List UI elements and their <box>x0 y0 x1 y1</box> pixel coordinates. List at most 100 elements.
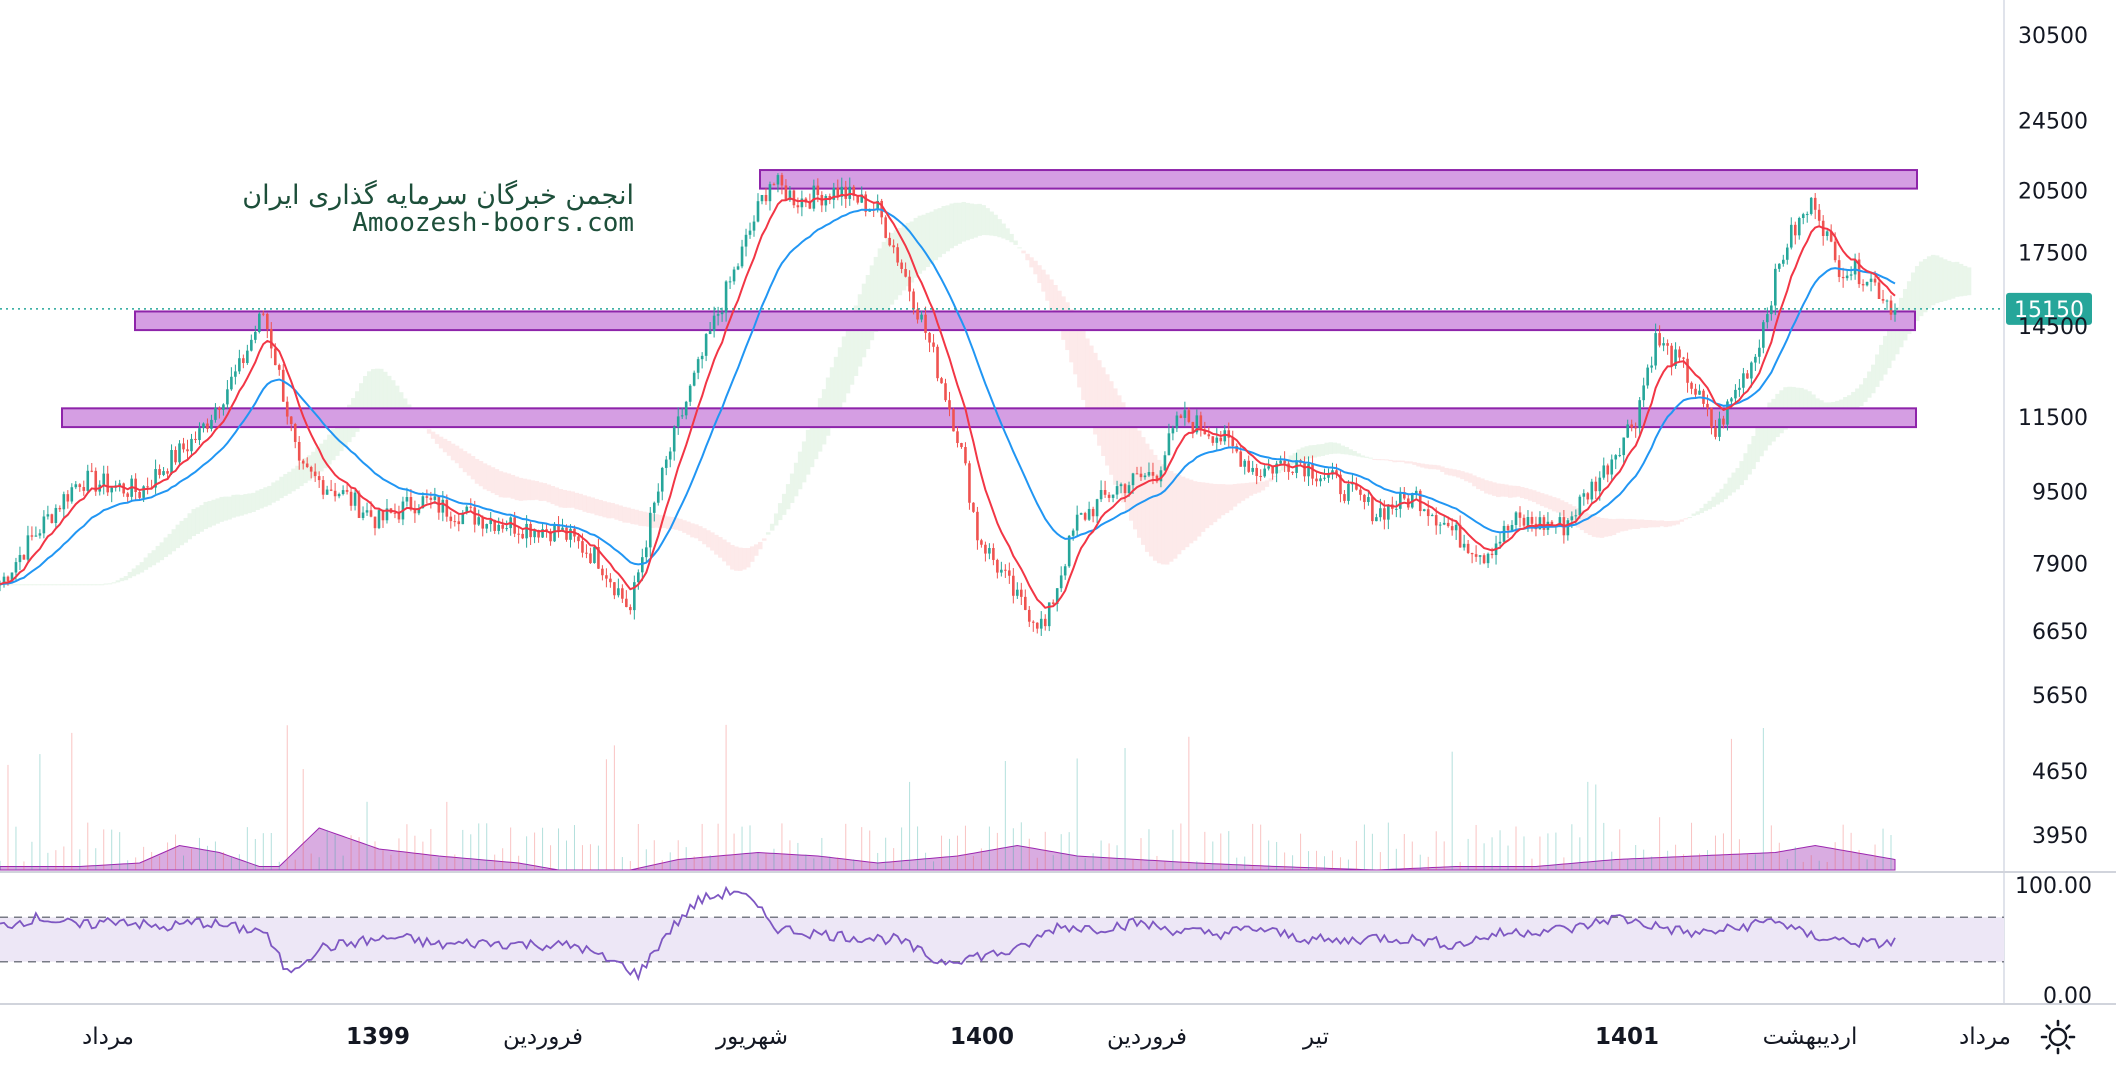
candle-body <box>744 234 748 247</box>
rsi-tick-label: 100.00 <box>2015 874 2092 899</box>
candle-body <box>1287 463 1290 472</box>
cloud-segment <box>187 513 192 540</box>
candle-body <box>1566 520 1570 536</box>
candle-body <box>1526 517 1530 526</box>
cloud-segment <box>1508 485 1513 498</box>
cloud-segment <box>235 494 240 517</box>
cloud-segment <box>718 537 723 558</box>
cloud-segment <box>526 479 532 501</box>
cloud-segment <box>1129 416 1134 521</box>
cloud-segment <box>1695 511 1701 515</box>
cloud-segment <box>1316 444 1322 457</box>
cloud-segment <box>1615 518 1621 533</box>
candle-body <box>1694 388 1697 395</box>
cloud-segment <box>1300 447 1306 461</box>
cloud-segment <box>1140 437 1146 545</box>
candle-body <box>22 554 26 560</box>
cloud-segment <box>630 508 635 525</box>
cloud-segment <box>151 550 157 566</box>
candle-body <box>533 530 536 538</box>
candle-body <box>321 480 325 495</box>
candle-body <box>1111 494 1115 498</box>
candle-body <box>1179 415 1183 418</box>
settings-button[interactable] <box>2036 1015 2080 1059</box>
cloud-segment <box>1324 442 1329 455</box>
cloud-segment <box>386 375 392 409</box>
cloud-segment <box>1867 371 1872 398</box>
candle-body <box>1514 512 1518 526</box>
candle-body <box>1470 552 1474 555</box>
cloud-segment <box>845 325 851 394</box>
cloud-segment <box>666 516 671 530</box>
cloud-segment <box>1152 454 1158 561</box>
candle-body <box>1143 475 1147 478</box>
cloud-segment <box>1344 446 1349 455</box>
cloud-segment <box>171 529 177 552</box>
candle-body <box>1754 356 1757 363</box>
cloud-segment <box>1488 481 1493 495</box>
time-label: 1400 <box>950 1024 1014 1050</box>
cloud-segment <box>594 498 599 516</box>
price-tick-label: 9500 <box>2032 481 2088 506</box>
candle-body <box>1000 569 1003 573</box>
candle-body <box>1861 284 1865 286</box>
cloud-segment <box>79 584 85 586</box>
cloud-segment <box>1703 503 1708 511</box>
cloud-segment <box>1156 459 1162 564</box>
cloud-segment <box>897 227 903 296</box>
candle-body <box>1367 497 1370 503</box>
candle-body <box>26 535 30 560</box>
candle-body <box>1004 569 1007 571</box>
candle-body <box>1399 491 1402 509</box>
cloud-segment <box>1763 409 1768 451</box>
candle-body <box>912 291 915 310</box>
candle-body <box>704 334 708 356</box>
candle-body <box>1813 197 1817 210</box>
candle-body <box>1458 524 1462 548</box>
candle-body <box>972 502 975 512</box>
candle-body <box>1355 483 1358 490</box>
candle-body <box>736 266 740 270</box>
candle-body <box>932 342 935 347</box>
cloud-segment <box>1543 494 1549 508</box>
cloud-segment <box>303 458 308 484</box>
cloud-segment <box>1416 462 1421 467</box>
cloud-segment <box>1791 386 1796 426</box>
candle-body <box>1347 483 1350 501</box>
candle-body <box>457 521 461 525</box>
price-tick-label: 11500 <box>2018 406 2088 431</box>
candle-body <box>621 588 624 599</box>
cloud-segment <box>1619 518 1625 532</box>
candle-body <box>118 483 121 486</box>
watermark-site: Amoozesh-boors.com <box>352 208 634 238</box>
candle-body <box>1167 433 1171 456</box>
cloud-segment <box>231 494 236 518</box>
candle-body <box>1183 410 1187 418</box>
cloud-segment <box>618 505 623 522</box>
cloud-segment <box>402 398 408 415</box>
cloud-segment <box>379 368 384 409</box>
candle-body <box>760 194 764 202</box>
candle-body <box>309 467 313 472</box>
cloud-segment <box>702 528 707 545</box>
price-axis[interactable]: 30500 24500 20500 17500 14500 11500 9500 7900 66… <box>2018 24 2088 849</box>
candle-body <box>1426 509 1430 517</box>
cloud-segment <box>941 206 947 254</box>
cloud-segment <box>1005 228 1010 241</box>
candle-body <box>585 552 588 554</box>
cloud-segment <box>566 490 571 508</box>
candle-body <box>1430 515 1434 517</box>
cloud-segment <box>582 495 587 512</box>
cloud-segment <box>1360 455 1365 458</box>
time-axis[interactable]: مرداد 1399 فروردین شهریور 1400 فروردین تیر 1401… <box>82 1024 2011 1050</box>
candle-body <box>313 471 317 477</box>
cloud-segment <box>654 514 659 528</box>
cloud-segment <box>239 494 244 516</box>
candle-body <box>900 262 903 269</box>
candle-body <box>1450 526 1454 531</box>
candle-body <box>1315 478 1318 482</box>
cloud-segment <box>674 517 679 530</box>
candle-body <box>1570 516 1574 521</box>
cloud-segment <box>1017 247 1022 249</box>
